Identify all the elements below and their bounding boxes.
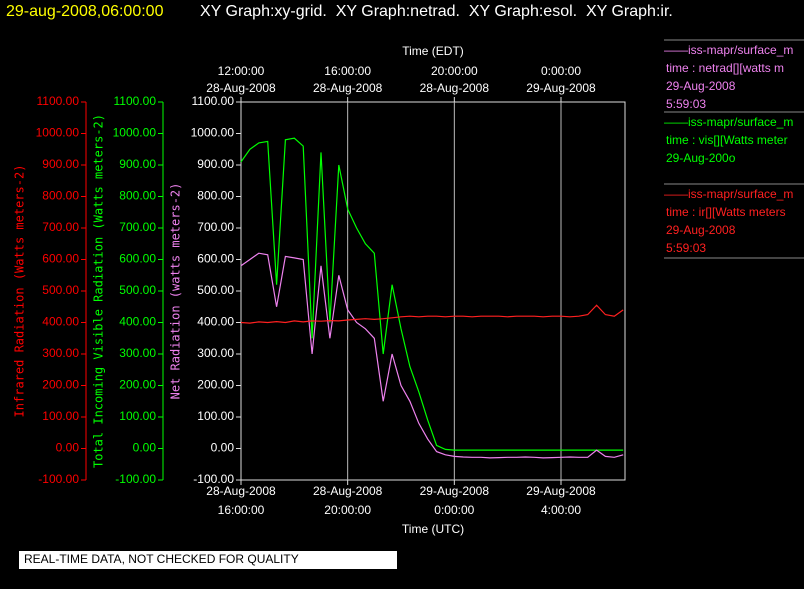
x2-tick-label: 12:00:00 <box>218 64 265 78</box>
y-tick-label: 900.00 <box>197 157 234 171</box>
y-tick-label: 200.00 <box>119 378 156 392</box>
legend-name: ——iss-mapr/surface_m <box>664 115 793 129</box>
y-tick-label: 0.00 <box>211 441 235 455</box>
y-tick-label: 100.00 <box>42 409 79 423</box>
y-axis-title: Infrared Radiation (Watts meters-2) <box>13 165 27 418</box>
x-tick-label: 28-Aug-2008 <box>206 484 276 498</box>
y-tick-label: 400.00 <box>119 315 156 329</box>
x2-tick-label: 20:00:00 <box>431 64 478 78</box>
y-tick-label: 1100.00 <box>192 94 235 108</box>
y-tick-label: 300.00 <box>197 346 234 360</box>
y-tick-label: 700.00 <box>119 220 156 234</box>
y-tick-label: 1000.00 <box>113 126 157 140</box>
x-tick-label: 28-Aug-2008 <box>313 484 383 498</box>
y-tick-label: 600.00 <box>42 252 79 266</box>
y-axis-title: Total Incoming Visible Radiation (Watts … <box>92 114 106 468</box>
y-tick-label: 300.00 <box>119 346 156 360</box>
y-tick-label: 1100.00 <box>114 94 157 108</box>
x2-tick-label: 28-Aug-2008 <box>313 81 383 95</box>
y-tick-label: 1100.00 <box>37 94 80 108</box>
x-tick-label: 20:00:00 <box>324 503 371 517</box>
y-tick-label: 400.00 <box>197 315 234 329</box>
x2-axis-title: Time (EDT) <box>402 44 464 58</box>
y-tick-label: 700.00 <box>197 220 234 234</box>
y-tick-label: -100.00 <box>38 472 79 486</box>
y-tick-label: 500.00 <box>42 283 79 297</box>
y-tick-label: 0.00 <box>133 441 157 455</box>
series-line <box>240 304 624 324</box>
series-line <box>240 137 624 451</box>
x2-tick-label: 28-Aug-2008 <box>420 81 490 95</box>
y-tick-label: 800.00 <box>197 189 234 203</box>
y-tick-label: 200.00 <box>42 378 79 392</box>
header-graphs: XY Graph:xy-grid. XY Graph:netrad. XY Gr… <box>200 3 673 20</box>
legend-text: time : vis[][Watts meter <box>666 133 788 147</box>
x2-tick-label: 16:00:00 <box>324 64 371 78</box>
header-time: 29-aug-2008,06:00:00 <box>6 3 164 20</box>
legend-text: time : ir[][Watts meters <box>666 205 786 219</box>
y-tick-label: 1000.00 <box>36 126 80 140</box>
y-tick-label: 400.00 <box>42 315 79 329</box>
x2-tick-label: 0:00:00 <box>541 64 581 78</box>
x-tick-label: 0:00:00 <box>434 503 474 517</box>
y-tick-label: -100.00 <box>115 472 156 486</box>
x-tick-label: 4:00:00 <box>541 503 581 517</box>
legend-name: ——iss-mapr/surface_m <box>664 187 793 201</box>
legend-text: 29-Aug-2008 <box>666 223 736 237</box>
legend-name: ——iss-mapr/surface_m <box>664 43 793 57</box>
y-tick-label: 900.00 <box>42 157 79 171</box>
legend-text: 29-Aug-200o <box>666 151 736 165</box>
y-axis-title: Net Radiation (watts meters-2) <box>169 183 183 400</box>
annotation: REAL-TIME DATA, NOT CHECKED FOR QUALITY <box>24 552 299 566</box>
y-tick-label: 900.00 <box>119 157 156 171</box>
x-tick-label: 29-Aug-2008 <box>526 484 596 498</box>
y-tick-label: 600.00 <box>119 252 156 266</box>
y-tick-label: 800.00 <box>42 189 79 203</box>
x2-tick-label: 29-Aug-2008 <box>526 81 596 95</box>
x-tick-label: 29-Aug-2008 <box>420 484 490 498</box>
y-tick-label: 100.00 <box>197 409 234 423</box>
y-tick-label: 800.00 <box>119 189 156 203</box>
y-tick-label: 700.00 <box>42 220 79 234</box>
legend-text: time : netrad[][watts m <box>666 61 784 75</box>
y-tick-label: 600.00 <box>197 252 234 266</box>
series-line <box>240 252 624 459</box>
y-tick-label: -100.00 <box>193 472 234 486</box>
legend-text: 5:59:03 <box>666 241 706 255</box>
annotation-box <box>19 551 397 569</box>
legend-text: 29-Aug-2008 <box>666 79 736 93</box>
y-tick-label: 0.00 <box>56 441 80 455</box>
y-tick-label: 500.00 <box>197 283 234 297</box>
y-tick-label: 500.00 <box>119 283 156 297</box>
y-tick-label: 100.00 <box>119 409 156 423</box>
x-axis-title: Time (UTC) <box>402 522 464 536</box>
y-tick-label: 300.00 <box>42 346 79 360</box>
y-tick-label: 200.00 <box>197 378 234 392</box>
y-tick-label: 1000.00 <box>191 126 235 140</box>
x2-tick-label: 28-Aug-2008 <box>206 81 276 95</box>
x-tick-label: 16:00:00 <box>218 503 265 517</box>
legend-text: 5:59:03 <box>666 97 706 111</box>
